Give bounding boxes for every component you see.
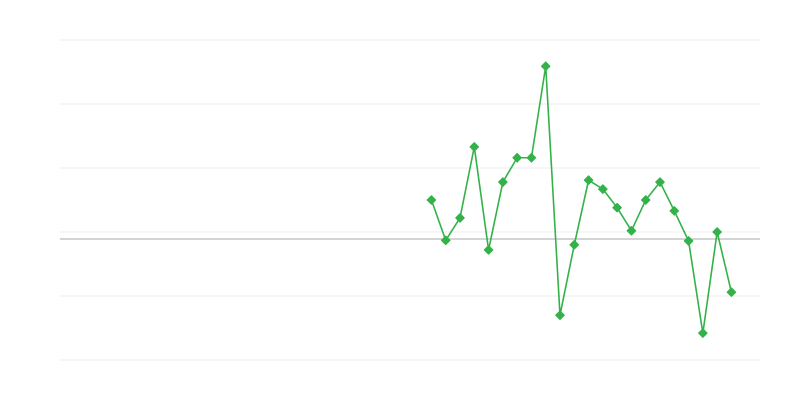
data-point xyxy=(583,175,594,185)
data-point xyxy=(469,142,480,152)
data-point xyxy=(626,225,637,236)
data-point xyxy=(569,240,580,250)
data-point xyxy=(526,152,537,163)
data-point xyxy=(726,287,737,297)
data-point xyxy=(455,213,465,223)
data-point xyxy=(498,177,508,187)
gridlines xyxy=(60,39,760,361)
data-point xyxy=(426,195,437,205)
data-point xyxy=(612,202,622,213)
data-point xyxy=(483,245,494,255)
data-point xyxy=(640,195,651,205)
data-point xyxy=(512,152,522,163)
data-point xyxy=(540,61,551,72)
data-point xyxy=(712,227,722,237)
data-point xyxy=(555,310,565,320)
data-point xyxy=(698,328,708,338)
series-line xyxy=(430,66,733,334)
data-point xyxy=(598,184,608,194)
data-point xyxy=(655,177,665,187)
data-point xyxy=(669,206,680,216)
data-point xyxy=(440,235,451,246)
data-points xyxy=(426,61,737,338)
data-point xyxy=(683,236,694,246)
